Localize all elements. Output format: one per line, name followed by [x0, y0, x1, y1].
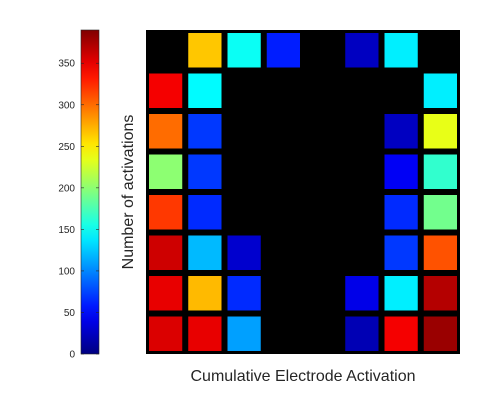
heatmap-cell [384, 195, 418, 230]
heatmap-cell [423, 276, 457, 311]
colorbar-frame [80, 29, 100, 355]
heatmap-cell [149, 235, 183, 270]
heatmap-cell [188, 316, 222, 351]
heatmap-cell [384, 276, 418, 311]
heatmap-cell [384, 154, 418, 189]
colorbar-tick-label: 300 [58, 100, 75, 111]
colorbar-gradient [81, 30, 99, 354]
heatmap-cell [227, 33, 261, 68]
heatmap-cell [384, 235, 418, 270]
heatmap-cell [384, 114, 418, 149]
colorbar-tick-label: 0 [69, 350, 75, 361]
heatmap-cell [266, 33, 300, 68]
colorbar-tick-label: 200 [58, 183, 75, 194]
heatmap-cell [345, 276, 379, 311]
heatmap-cell [423, 114, 457, 149]
heatmap-cell [345, 316, 379, 351]
heatmap-cell [227, 235, 261, 270]
heatmap-cell [188, 73, 222, 108]
heatmap-cell [423, 316, 457, 351]
colorbar-tick-label: 250 [58, 142, 75, 153]
heatmap-cell [149, 316, 183, 351]
heatmap [146, 30, 460, 354]
colorbar-tick-label: 350 [58, 59, 75, 70]
colorbar-tick-label: 50 [64, 308, 76, 319]
x-axis-label: Cumulative Electrode Activation [191, 368, 416, 385]
heatmap-cell [423, 154, 457, 189]
heatmap-cell [423, 73, 457, 108]
heatmap-cell [188, 114, 222, 149]
heatmap-cell [384, 316, 418, 351]
heatmap-cell [188, 195, 222, 230]
heatmap-cell [227, 316, 261, 351]
heatmap-cell [188, 276, 222, 311]
heatmap-cell [423, 235, 457, 270]
heatmap-cell [227, 276, 261, 311]
heatmap-cell [188, 33, 222, 68]
heatmap-cell [149, 195, 183, 230]
y-axis-label: Number of activations [120, 115, 137, 270]
heatmap-cell [149, 73, 183, 108]
colorbar-tick-label: 100 [58, 266, 75, 277]
heatmap-cell [149, 154, 183, 189]
heatmap-cell [149, 114, 183, 149]
heatmap-cell [188, 154, 222, 189]
heatmap-cell [149, 276, 183, 311]
colorbar: 0 50 100 150 200 250 300 350 [58, 29, 100, 361]
heatmap-cell [423, 195, 457, 230]
heatmap-cell [384, 33, 418, 68]
heatmap-cell [345, 33, 379, 68]
heatmap-cell [188, 235, 222, 270]
colorbar-tick-label: 150 [58, 225, 75, 236]
